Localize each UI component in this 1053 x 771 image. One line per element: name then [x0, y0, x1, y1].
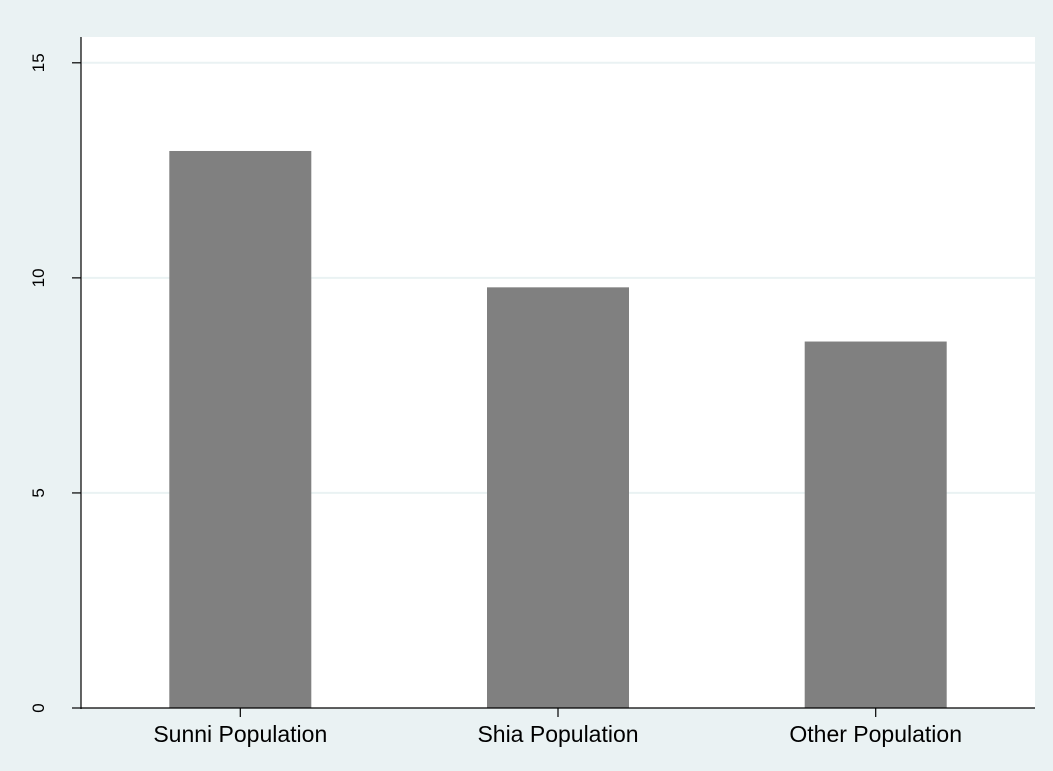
x-category-label: Shia Population [477, 721, 638, 747]
bars [169, 150, 947, 708]
x-category-label: Sunni Population [153, 721, 327, 747]
bar [169, 150, 312, 708]
bar [804, 341, 947, 708]
bar [487, 287, 629, 708]
y-tick-label: 10 [29, 268, 48, 287]
y-tick-label: 0 [29, 703, 48, 712]
x-category-label: Other Population [789, 721, 962, 747]
axes [72, 37, 1035, 717]
y-tick-label: 15 [29, 53, 48, 72]
labels: 0 5 10 15 Sunni Population Shia Population Oth… [29, 53, 962, 747]
y-tick-label: 5 [29, 488, 48, 497]
